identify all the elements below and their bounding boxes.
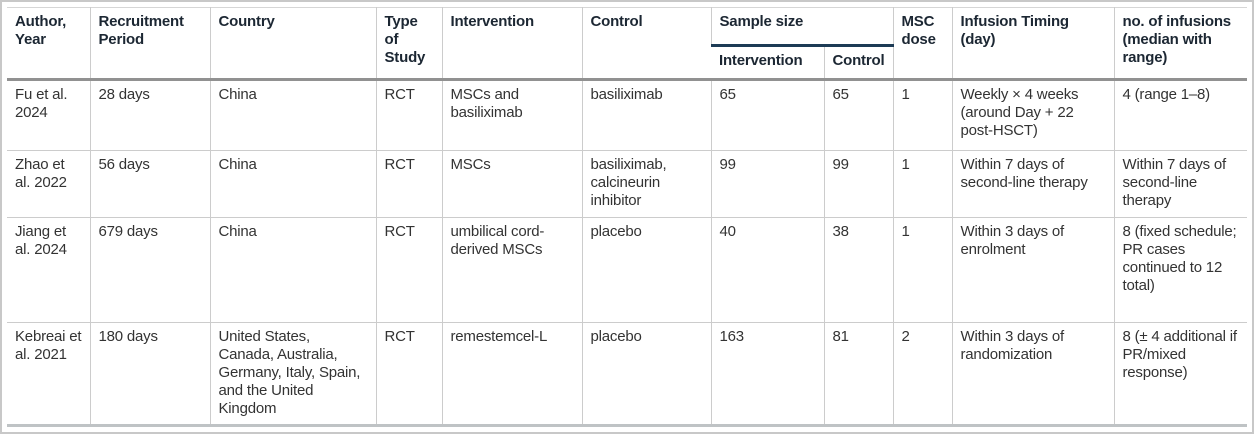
cell-type-of-study: RCT <box>375 322 442 426</box>
cell-sample-control: 81 <box>823 322 893 426</box>
cell-msc-dose: 2 <box>892 322 952 426</box>
cell-sample-control: 65 <box>823 79 893 151</box>
col-subheader-sample-intervention: Intervention <box>719 52 803 69</box>
cell-control: placebo <box>581 322 711 426</box>
cell-no-of-infusions: 8 (± 4 additional if PR/mixed response) <box>1113 322 1247 426</box>
col-header-no-of-infusions: no. of infusions (median with range) <box>1113 7 1247 80</box>
cell-country: China <box>209 150 376 218</box>
cell-recruitment-period: 56 days <box>89 150 210 218</box>
cell-intervention: umbilical cord-derived MSCs <box>441 217 582 323</box>
cell-sample-control: 99 <box>823 150 893 218</box>
cell-author-year: Kebreai et al. 2021 <box>7 322 90 426</box>
cell-author-year: Zhao et al. 2022 <box>7 150 90 218</box>
cell-sample-control: 38 <box>823 217 893 323</box>
cell-author-year: Jiang et al. 2024 <box>7 217 90 323</box>
col-header-sample-size-group: Sample size <box>710 7 893 47</box>
cell-type-of-study: RCT <box>375 217 442 323</box>
cell-msc-dose: 1 <box>892 217 952 323</box>
cell-type-of-study: RCT <box>375 150 442 218</box>
cell-msc-dose: 1 <box>892 150 952 218</box>
cell-intervention: MSCs <box>441 150 582 218</box>
cell-sample-intervention: 40 <box>710 217 824 323</box>
col-header-country: Country <box>209 7 376 80</box>
cell-country: China <box>209 217 376 323</box>
cell-infusion-timing: Within 3 days of enrolment <box>951 217 1114 323</box>
cell-no-of-infusions: 8 (fixed schedule; PR cases continued to… <box>1113 217 1247 323</box>
cell-no-of-infusions: 4 (range 1–8) <box>1113 79 1247 151</box>
col-header-type-of-study: Type of Study <box>375 7 442 80</box>
col-subheader-sample-control: Control <box>823 45 893 80</box>
cell-sample-intervention: 65 <box>710 79 824 151</box>
cell-intervention: MSCs and basiliximab <box>441 79 582 151</box>
table-body: Fu et al. 2024 28 days China RCT MSCs an… <box>7 79 1247 426</box>
cell-country: China <box>209 79 376 151</box>
cell-recruitment-period: 679 days <box>89 217 210 323</box>
cell-country: United States, Canada, Australia, German… <box>209 322 376 426</box>
cell-type-of-study: RCT <box>375 79 442 151</box>
study-characteristics-table: Author, Year Recruitment Period Country … <box>7 7 1247 427</box>
cell-intervention: remestemcel-L <box>441 322 582 426</box>
cell-infusion-timing: Weekly × 4 weeks (around Day + 22 post-H… <box>951 79 1114 151</box>
cell-infusion-timing: Within 3 days of randomization <box>951 322 1114 426</box>
cell-control: basiliximab <box>581 79 711 151</box>
col-header-control: Control <box>581 7 711 80</box>
cell-recruitment-period: 180 days <box>89 322 210 426</box>
col-header-msc-dose: MSC dose <box>892 7 952 80</box>
cell-sample-intervention: 163 <box>710 322 824 426</box>
table-row: Jiang et al. 2024 679 days China RCT umb… <box>7 217 1247 323</box>
col-header-recruitment-period: Recruitment Period <box>89 7 210 80</box>
cell-msc-dose: 1 <box>892 79 952 151</box>
cell-recruitment-period: 28 days <box>89 79 210 151</box>
col-header-infusion-timing: Infusion Timing (day) <box>951 7 1114 80</box>
table-row: Kebreai et al. 2021 180 days United Stat… <box>7 322 1247 426</box>
col-header-intervention: Intervention <box>441 7 582 80</box>
table-row: Zhao et al. 2022 56 days China RCT MSCs … <box>7 150 1247 218</box>
cell-sample-intervention: 99 <box>710 150 824 218</box>
table-header: Author, Year Recruitment Period Country … <box>7 7 1247 80</box>
cell-control: basiliximab, calcineurin inhibitor <box>581 150 711 218</box>
cell-author-year: Fu et al. 2024 <box>7 79 90 151</box>
cell-infusion-timing: Within 7 days of second-line therapy <box>951 150 1114 218</box>
col-header-author-year: Author, Year <box>15 13 67 48</box>
table-row: Fu et al. 2024 28 days China RCT MSCs an… <box>7 79 1247 151</box>
cell-no-of-infusions: Within 7 days of second-line therapy <box>1113 150 1247 218</box>
cell-control: placebo <box>581 217 711 323</box>
